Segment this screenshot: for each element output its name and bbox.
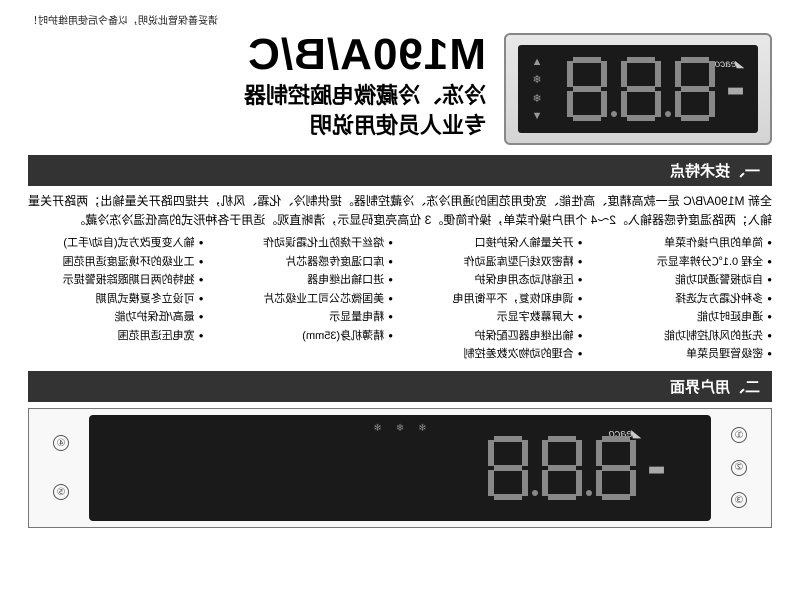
callout-3: ③ [731,492,747,508]
feature-item: 精薄机身(35mm) [218,328,394,345]
feature-item: 开关量输入保护接口 [407,235,583,252]
features-grid: 简单的用户操作菜单 开关量输入保护接口 熔丝干烧防止化霜误动作 输入变更改方式(… [28,235,772,363]
feature-item: 自动报警通知功能 [597,272,773,289]
subtitle-line1: 冷冻、冷藏微电脑控制器 [28,81,486,111]
callout-2: ② [731,460,747,476]
section-2-header: 二、用户界面 [28,371,772,402]
ui-diagram: ① ② ③ ④ ⑤ ◢eaco ❄ ❄ ❄ - [28,408,772,528]
callout-1: ① [731,427,747,443]
feature-item: 美国微芯公司工业级芯片 [218,291,394,308]
feature-item: 大屏幕数字显示 [407,309,583,326]
feature-item: 最高/低保护功能 [28,309,204,326]
feature-item: 进口输出继电器 [218,272,394,289]
feature-item: 精密双线闩型库温动作 [407,254,583,271]
top-note: 请妥善保管此说明，以备今后使用维护时！ [28,12,772,27]
feature-item: 熔丝干烧防止化霜误动作 [218,235,394,252]
device-brand: ◢eaco [715,59,744,70]
feature-item: 调电和恢复，不平衡用电 [407,291,583,308]
feature-item: 库口温度传感器芯片 [218,254,394,271]
feature-item: 精电量显示 [218,309,394,326]
feature-item: 多种化霜方式选择 [597,291,773,308]
feature-item: 可设立冬夏模式周期 [28,291,204,308]
down-icon: ▼ [532,110,543,122]
snow-icon: ❄ [532,73,541,86]
snow-icon: ❄ [532,92,541,105]
feature-item: 宽电压适用范围 [28,328,204,345]
callout-4: ④ [53,435,69,451]
feature-item: 全程 0.1℃分辨率显示 [597,254,773,271]
section-1-header: 一、技术特点 [28,155,772,186]
snow-icon: ❄ [396,423,404,434]
feature-item: 压缩机动态用电保护 [407,272,583,289]
feature-item: 输入变更改方式(自动/手工) [28,235,204,252]
intro-paragraph: 全新 M190A/B/C 是一款高精度、高性能、宽使用范围的通用冷冻、冷藏控制器… [28,192,772,229]
model-number: M190A/B/C [28,33,486,77]
device-photo: ◢eaco - ▲ ❄ ❄ ▼ [504,33,772,145]
subtitle-line2: 专业人员使用说明 [28,111,486,141]
feature-item: 简单的用户操作菜单 [597,235,773,252]
feature-item: 独特的两日期跟踪报警提示 [28,272,204,289]
feature-item: 通电延时功能 [597,309,773,326]
snow-icon: ❄ [418,423,426,434]
snow-icon: ❄ [373,423,381,434]
feature-item: 输出继电器匹配保护 [407,328,583,345]
callout-5: ⑤ [53,484,69,500]
up-icon: ▲ [532,56,543,68]
feature-item: 工业级的环境湿度适用范围 [28,254,204,271]
feature-item: 先进的风机控制功能 [597,328,773,345]
feature-item: 合理的动物次数差控制 [407,346,583,363]
ui-display: - [488,436,671,500]
feature-item: 密级管理员菜单 [597,346,773,363]
